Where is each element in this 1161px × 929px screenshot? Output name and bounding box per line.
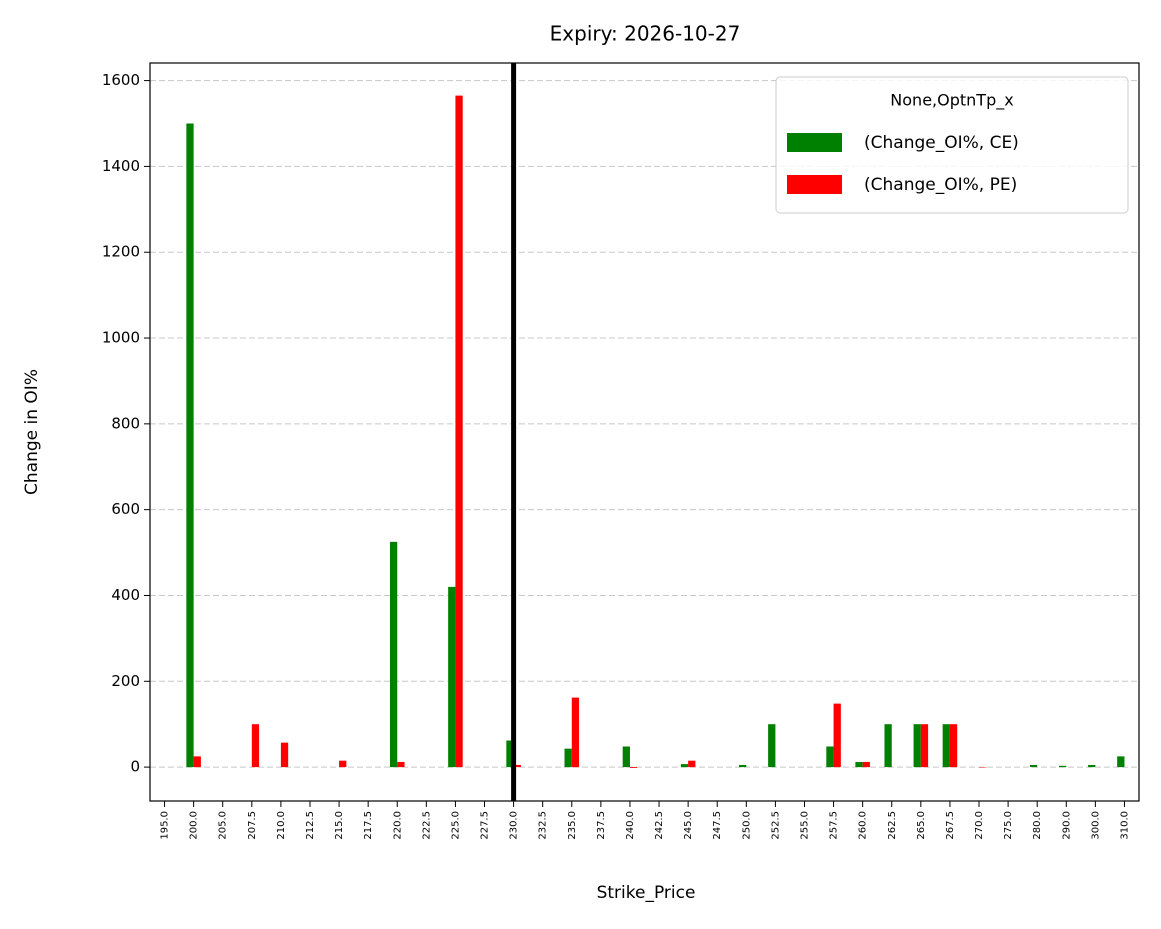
y-tick-label: 200 — [111, 672, 140, 690]
x-tick-label: 240.0 — [625, 811, 636, 840]
bar — [193, 756, 201, 768]
x-tick-label: 252.5 — [770, 811, 781, 840]
bar — [280, 742, 289, 768]
bar — [564, 748, 572, 768]
x-tick-label: 230.0 — [509, 811, 520, 840]
legend-swatch — [787, 175, 842, 194]
x-tick-label: 242.5 — [654, 811, 665, 840]
legend-label: (Change_OI%, PE) — [864, 175, 1017, 195]
x-tick-label: 245.0 — [683, 811, 694, 840]
y-axis-label: Change in OI% — [22, 369, 42, 495]
x-tick-label: 300.0 — [1090, 811, 1101, 840]
x-tick-label: 260.0 — [858, 811, 869, 840]
y-tick-label: 400 — [111, 586, 140, 604]
bar — [389, 541, 398, 768]
bar — [629, 767, 638, 768]
x-tick-label: 270.0 — [974, 811, 985, 840]
y-tick-label: 1200 — [102, 243, 140, 261]
x-tick-label: 235.0 — [567, 811, 578, 840]
bar — [949, 724, 958, 768]
bar — [1117, 756, 1125, 768]
chart-title: Expiry: 2026-10-27 — [550, 22, 741, 46]
x-tick-label: 237.5 — [596, 811, 607, 840]
bar — [688, 760, 696, 768]
x-tick-label: 227.5 — [480, 811, 491, 840]
bar — [833, 703, 841, 768]
bar — [1059, 765, 1067, 768]
x-tick-label: 280.0 — [1032, 811, 1043, 840]
bar — [826, 746, 834, 768]
bar — [739, 764, 747, 768]
x-tick-label: 267.5 — [945, 811, 956, 840]
x-tick-label: 247.5 — [712, 811, 723, 840]
bar — [913, 724, 921, 768]
x-tick-label: 207.5 — [247, 811, 258, 840]
x-tick-label: 205.0 — [218, 811, 229, 840]
bar — [186, 123, 194, 768]
legend-box — [775, 76, 1129, 214]
x-tick-label: 212.5 — [305, 811, 316, 840]
x-tick-label: 265.0 — [916, 811, 927, 840]
x-axis-label: Strike_Price — [597, 883, 696, 903]
x-tick-label: 225.0 — [450, 811, 461, 840]
x-tick-label: 255.0 — [799, 811, 810, 840]
bar — [571, 697, 580, 768]
bar — [1029, 764, 1038, 768]
y-tick-label: 800 — [111, 414, 140, 432]
bar — [455, 95, 463, 768]
bar — [855, 761, 863, 768]
x-tick-label: 275.0 — [1003, 811, 1014, 840]
bar — [251, 724, 260, 768]
bar — [622, 746, 630, 768]
y-tick-label: 600 — [111, 500, 140, 518]
y-tick-label: 1400 — [102, 157, 140, 175]
bar — [680, 764, 689, 768]
x-tick-label: 210.0 — [276, 811, 287, 840]
bar — [768, 724, 776, 768]
x-tick-label: 257.5 — [829, 811, 840, 840]
bar — [506, 740, 514, 768]
bar — [339, 760, 347, 768]
y-tick-label: 1600 — [102, 71, 140, 89]
bar — [448, 586, 456, 768]
x-tick-label: 222.5 — [421, 811, 432, 840]
y-tick-label: 1000 — [102, 329, 140, 347]
x-tick-label: 200.0 — [189, 811, 200, 840]
x-tick-label: 290.0 — [1061, 811, 1072, 840]
x-tick-label: 232.5 — [538, 811, 549, 840]
bar — [862, 761, 870, 768]
legend-title: None,OptnTp_x — [890, 91, 1013, 111]
legend-label: (Change_OI%, CE) — [864, 133, 1019, 153]
bar — [513, 764, 521, 768]
bar — [884, 724, 892, 768]
x-tick-label: 220.0 — [392, 811, 403, 840]
y-tick-label: 0 — [130, 758, 140, 776]
legend-swatch — [787, 133, 842, 152]
x-tick-label: 310.0 — [1119, 811, 1130, 840]
x-tick-label: 215.0 — [334, 811, 345, 840]
bar — [397, 761, 405, 768]
x-tick-label: 217.5 — [363, 811, 374, 840]
plot-frame — [149, 62, 1140, 802]
bar — [920, 724, 929, 768]
bar — [1088, 764, 1096, 768]
bar — [942, 724, 950, 768]
x-tick-label: 262.5 — [887, 811, 898, 840]
x-tick-label: 195.0 — [160, 811, 171, 840]
x-tick-label: 250.0 — [741, 811, 752, 840]
